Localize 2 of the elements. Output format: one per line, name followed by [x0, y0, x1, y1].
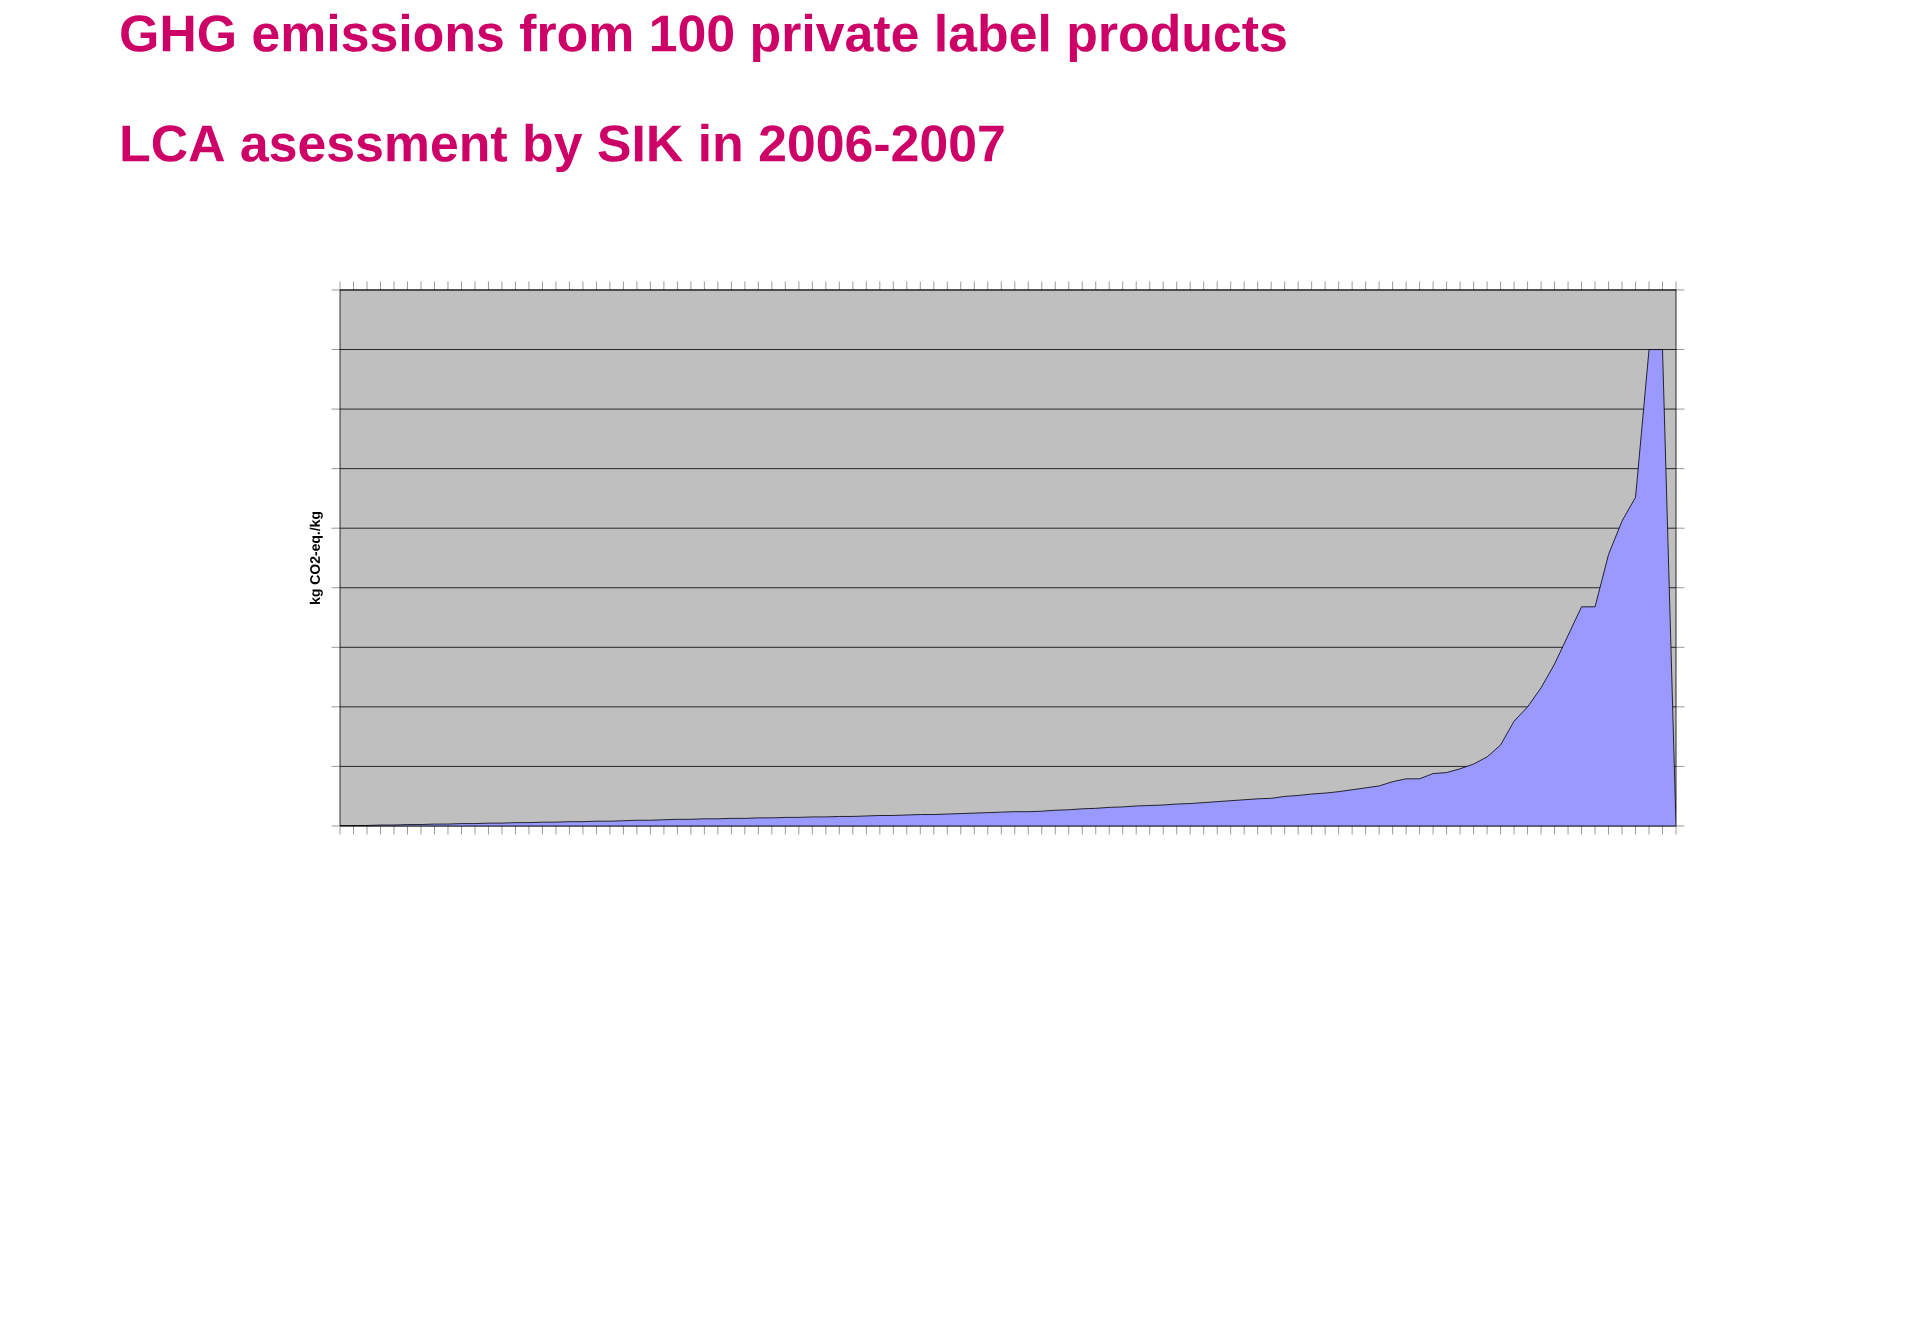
chart-subtitle: LCA asessment by SIK in 2006-2007: [122, 123, 1004, 173]
chart-title: GHG emissions from 100 private label products: [121, 13, 1286, 63]
